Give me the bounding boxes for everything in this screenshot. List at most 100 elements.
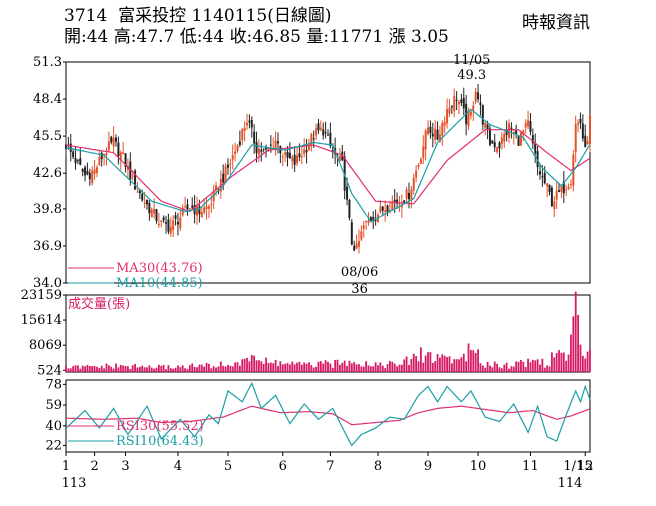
volume-bar — [450, 363, 453, 372]
candle-body — [253, 131, 256, 144]
volume-bar — [355, 364, 358, 372]
volume-bar — [386, 364, 389, 372]
candle-body — [312, 138, 315, 140]
candle-body — [443, 121, 446, 126]
candle-body — [107, 141, 110, 151]
volume-bar — [431, 362, 434, 372]
candle-body — [517, 136, 520, 146]
candle-body — [91, 170, 94, 184]
volume-bar — [234, 362, 237, 372]
volume-bar — [424, 355, 427, 372]
volume-bar — [343, 360, 346, 372]
volume-bar — [553, 357, 556, 372]
volume-bar — [255, 360, 258, 372]
volume-bar — [498, 367, 501, 372]
x-tick-label: 11 — [522, 459, 539, 474]
volume-label: 量: — [306, 27, 330, 47]
volume-bar — [512, 366, 515, 372]
candle-body — [162, 217, 165, 221]
candle-body — [93, 169, 96, 174]
close-label: 收: — [229, 27, 253, 47]
candle-body — [310, 133, 313, 147]
candle-body — [415, 170, 418, 178]
candle-body — [515, 130, 518, 134]
volume-bar — [272, 363, 275, 372]
volume-bar — [400, 364, 403, 372]
volume-bar — [117, 367, 120, 372]
rsi-tick-label: 59 — [45, 398, 62, 413]
candle-body — [553, 201, 556, 210]
candle-body — [374, 220, 377, 222]
volume-bar — [105, 363, 108, 372]
volume-bar — [562, 352, 565, 372]
volume-bar — [429, 352, 432, 372]
candle-body — [150, 209, 153, 218]
volume-bar — [215, 367, 217, 372]
candle-body — [477, 92, 480, 100]
candle-body — [412, 177, 415, 191]
volume-bar — [81, 365, 84, 372]
volume-bar — [472, 350, 475, 372]
volume-bar — [260, 361, 263, 372]
volume-bar — [200, 364, 203, 372]
candle-body — [350, 222, 353, 245]
volume-bar — [555, 352, 558, 372]
volume-bar — [217, 366, 220, 372]
candle-body — [491, 140, 494, 144]
volume-bar — [346, 365, 348, 372]
candle-body — [524, 122, 527, 128]
volume-bar — [531, 359, 534, 372]
x-tick-label: 4 — [174, 459, 182, 474]
candle-body — [586, 140, 589, 145]
volume-bar — [169, 368, 172, 372]
candle-body — [165, 222, 168, 224]
volume-bar — [489, 365, 491, 372]
volume-bar — [103, 368, 106, 372]
candle-body — [145, 199, 148, 205]
volume-bar — [138, 366, 141, 372]
volume-bar — [300, 364, 303, 372]
volume-bar — [510, 366, 513, 372]
volume-bar — [157, 364, 160, 372]
legend-label-ma10: MA10(44.85) — [116, 276, 203, 291]
candle-body — [148, 202, 151, 214]
x-tick-label: 7 — [326, 459, 334, 474]
volume-bar — [210, 368, 213, 372]
volume-bar — [446, 357, 448, 372]
volume-bar — [412, 353, 415, 372]
volume-bar — [505, 362, 508, 372]
volume-bar — [186, 368, 189, 372]
candle-body — [357, 240, 360, 247]
candle-body — [119, 152, 122, 161]
volume-bar — [546, 365, 549, 372]
volume-bar — [203, 366, 206, 372]
candle-body — [257, 148, 260, 155]
volume-bar — [481, 365, 484, 372]
candle-body — [284, 152, 287, 155]
volume-bar — [391, 361, 394, 372]
volume-bar — [79, 368, 82, 372]
volume-bar — [448, 356, 451, 372]
volume-tick-label: 524 — [37, 363, 62, 378]
volume-bar — [477, 349, 479, 372]
candle-body — [391, 202, 394, 210]
volume-bar — [500, 368, 503, 372]
volume-bar — [474, 353, 477, 372]
candle-body — [384, 210, 387, 212]
candle-body — [207, 206, 210, 209]
volume-bar — [408, 364, 410, 372]
candle-body — [381, 206, 384, 211]
volume-bar — [229, 365, 232, 372]
candle-body — [496, 147, 499, 153]
volume-bar — [403, 359, 406, 372]
candle-body — [338, 156, 341, 162]
open-value: 44 — [86, 27, 109, 47]
volume-bar — [536, 359, 539, 372]
candle-body — [446, 109, 449, 124]
candle-body — [546, 183, 549, 187]
candle-body — [329, 132, 332, 146]
volume-bar — [219, 361, 222, 372]
volume-bar — [231, 366, 234, 372]
candle-body — [558, 190, 561, 192]
volume-bar — [91, 366, 94, 372]
